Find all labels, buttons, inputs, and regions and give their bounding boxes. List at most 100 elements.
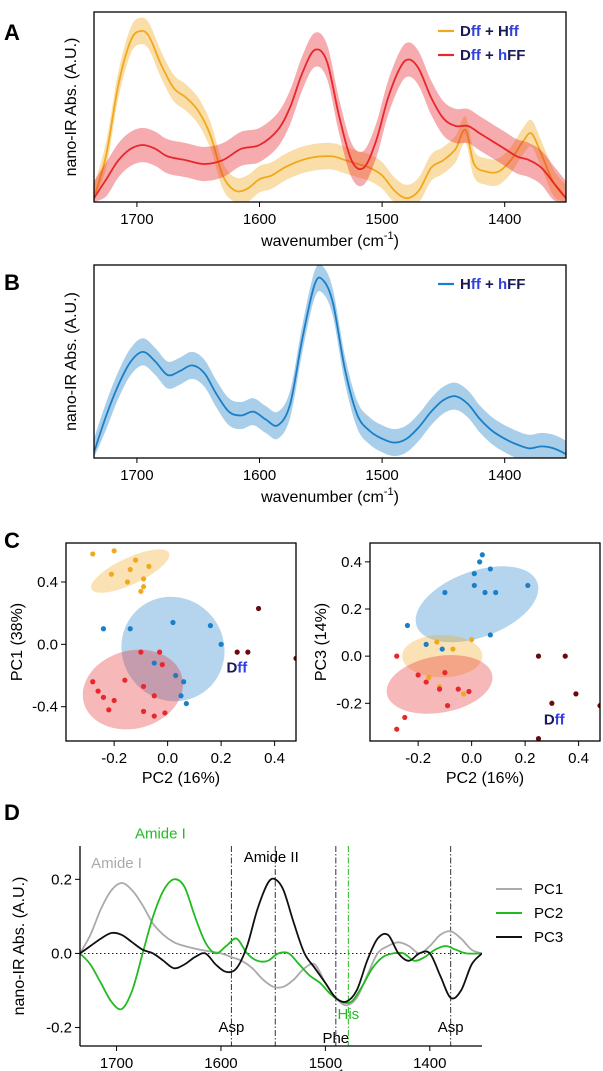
panel-c-left-scatter-point [127, 566, 133, 573]
panel-c-left-scatter-point [122, 677, 128, 683]
panel-a-legend-label-part: D [460, 47, 471, 64]
panel-c-right-scatter-point [415, 672, 421, 678]
panel-c-left-x-axis-label: PC2 (16%) [142, 770, 220, 787]
panel-c-left-scatter-point [173, 672, 179, 679]
panel-d-x-tick-label: 1700 [100, 1055, 133, 1071]
panel-b-series-band [94, 265, 566, 458]
panel-c-left-scatter-point [162, 710, 168, 716]
panel-a-legend-label-part: ff [509, 23, 520, 40]
panel-c-left-scatter-point [183, 700, 189, 707]
panel-c-left-scatter-point [111, 697, 117, 704]
panel-c-left-group-annotation-part: D [226, 659, 237, 676]
panel-c-right-scatter-point [394, 726, 400, 732]
panel-d-series-line-pc2 [80, 878, 482, 1011]
panel-a-legend-label-part: FF [507, 47, 525, 64]
panel-c-right-scatter-point [461, 691, 467, 697]
panel-c-right-group-annotation: Dff [544, 712, 566, 729]
panel-b-legend-label-part: h [498, 276, 507, 293]
panel-d-series-line-pc1 [80, 882, 482, 1007]
panel-c-right-y-tick-label: 0.4 [341, 554, 362, 571]
panel-a-frame [93, 11, 567, 203]
panel-c-right-group-annotation-part: D [544, 712, 555, 729]
panel-a-legend-label: Dff + Hff [460, 23, 520, 40]
panel-d-y-tick-label: -0.2 [46, 1019, 72, 1036]
panel-b-x-axis-label-text: wavenumber (cm [260, 489, 384, 506]
panel-c-left-scatter-point [132, 557, 139, 563]
panel-c-right-x-tick-label: 0.2 [515, 750, 536, 767]
panel-d-band-annotation: Amide I [135, 826, 186, 843]
panel-c-left-scatter-point [151, 660, 157, 666]
panel-c-left-y-axis-label: PC1 (38%) [9, 603, 26, 681]
panel-c-left-scatter-point [90, 679, 96, 685]
panel-c-right-x-tick-label: 0.4 [568, 750, 589, 767]
panel-d-legend-label: PC1 [534, 881, 563, 898]
panel-c-right-cluster-ellipse [415, 566, 539, 643]
panel-b-x-tick-label: 1500 [365, 467, 398, 484]
panel-a-series-band [94, 17, 566, 202]
panel-d-series-line-pc3 [80, 877, 482, 1003]
panel-d-series-group [80, 877, 482, 1011]
panel-d-y-tick-label: 0.0 [51, 945, 72, 962]
panel-c-left-scatter-point [255, 605, 262, 612]
panel-c-left-scatter-point [296, 634, 301, 639]
panel-c-right-scatter-point [479, 552, 485, 558]
panel-c-right-y-tick-label: -0.2 [336, 695, 362, 712]
panel-c-left-y-tick-label: 0.4 [37, 574, 58, 591]
panel-a-x-axis-label-text: wavenumber (cm [260, 233, 384, 250]
panel-c-right-scatter-point [482, 589, 488, 596]
panel-c-left-scatter-point [157, 649, 163, 655]
panel-c-right-scatter-point [423, 679, 429, 685]
panel-c-left-group-annotation-part: ff [237, 659, 248, 676]
panel-c-right-scatter-point [469, 637, 475, 643]
panel-d-x-axis-label-sup: -1 [335, 1068, 345, 1071]
panel-a-legend-label-part: ff [471, 47, 482, 64]
panel-c-left-scatter-point [140, 576, 147, 582]
panel-c-left-scatter-point [245, 649, 251, 655]
panel-a-x-tick-label: 1600 [243, 211, 276, 228]
panel-c-right-group-annotation-part: ff [555, 712, 566, 729]
panel-c-right-scatter-point [549, 700, 555, 706]
panel-label-a: A [4, 20, 20, 45]
panel-c-right-scatter-point [455, 686, 461, 692]
panel-c-left-scatter-point [159, 662, 165, 668]
panel-a-legend-label-part: H [498, 23, 509, 40]
panel-b-series-group [94, 265, 566, 458]
panel-c-right-scatter-point [471, 582, 477, 589]
panel-d-legend-label: PC2 [534, 905, 563, 922]
panel-b-x-axis-label-sup: -1 [384, 486, 394, 498]
panel-c-left-y-tick-label: -0.4 [32, 699, 58, 716]
panel-c-right-scatter-point [487, 566, 493, 572]
panel-c-right-scatter-point [404, 622, 411, 629]
panel-d-marker-label: Asp [218, 1019, 244, 1036]
panel-a-series-line [94, 29, 566, 200]
panel-c-right-scatter-point [525, 582, 531, 589]
panel-d-marker-label: Amide II [244, 849, 299, 866]
panel-a-y-axis-label: nano-IR Abs. (A.U.) [63, 38, 80, 177]
panel-a-legend-label-part: ff [471, 23, 482, 40]
panel-b-x-tick-label: 1700 [120, 467, 153, 484]
panel-c-left-cluster-ellipse [121, 596, 225, 702]
panel-c-right-scatter-point [436, 686, 443, 692]
panel-c-right-scatter-point [442, 670, 448, 676]
panel-c-left-scatter-point [178, 693, 184, 699]
panel-a-x-tick-label: 1500 [365, 211, 398, 228]
panel-a-x-tick-label: 1400 [488, 211, 521, 228]
panel-c-right-scatter-point [562, 653, 568, 659]
panel-label-c: C [4, 528, 20, 553]
panel-c-right-scatter-point [487, 632, 493, 638]
panel-c-right-y-axis-label: PC3 (14%) [313, 603, 330, 681]
panel-c-left-scatter-point [106, 707, 112, 713]
panel-a-series-line [94, 48, 566, 199]
panel-c-left-x-tick-label: 0.0 [157, 750, 178, 767]
panel-c-right-cluster-ellipse [402, 634, 483, 678]
panel-d-legend-label: PC3 [534, 929, 563, 946]
panel-a-legend-label-part: D [460, 23, 471, 40]
panel-b-x-axis-label-close: ) [394, 489, 399, 506]
panel-label-d: D [4, 800, 20, 825]
panel-c-right-x-tick-label: 0.0 [461, 750, 482, 767]
panel-c-left-data-group [82, 548, 301, 730]
panel-b-legend-label-part: H [460, 276, 471, 293]
panel-c-left-scatter-point [151, 713, 157, 719]
panel-c-right-scatter-point [394, 653, 400, 659]
panel-c-left-scatter-point [170, 619, 176, 626]
